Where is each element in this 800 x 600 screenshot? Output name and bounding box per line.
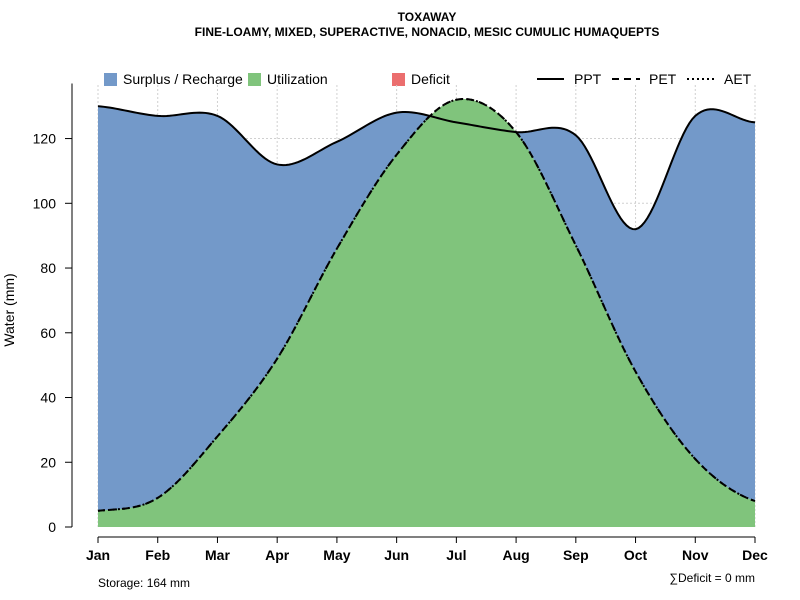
x-tick-label: Oct <box>624 547 648 563</box>
x-tick-label: Aug <box>502 547 529 563</box>
legend-swatch-deficit <box>392 73 405 86</box>
legend-label-surplus: Surplus / Recharge <box>123 71 243 87</box>
y-tick-label: 100 <box>33 195 57 211</box>
x-tick-label: Sep <box>563 547 589 563</box>
y-tick-label: 60 <box>40 325 56 341</box>
deficit-annotation: ∑Deficit = 0 mm <box>669 571 755 585</box>
legend-swatch-utilization <box>248 73 261 86</box>
axes: 0 20 40 60 80 100 120 Jan Feb Mar Apr May Jun Jul Aug S… <box>33 83 768 563</box>
legend-label-aet: AET <box>724 71 752 87</box>
chart-title: TOXAWAY <box>398 10 457 24</box>
x-tick-label: Mar <box>205 547 230 563</box>
y-axis-label: Water (mm) <box>1 273 17 346</box>
legend-label-utilization: Utilization <box>267 71 328 87</box>
series-lines <box>97 98 756 512</box>
x-tick-label: Jan <box>86 547 110 563</box>
series-pet-line <box>97 98 756 512</box>
chart-subtitle: FINE-LOAMY, MIXED, SUPERACTIVE, NONACID,… <box>195 25 660 39</box>
legend: Surplus / Recharge Utilization Deficit P… <box>104 71 752 87</box>
legend-swatch-surplus <box>104 73 117 86</box>
x-tick-label: Jul <box>446 547 466 563</box>
y-tick-label: 0 <box>48 519 56 535</box>
x-tick-label: Jun <box>384 547 409 563</box>
x-tick-label: Nov <box>682 547 709 563</box>
plot-areas <box>98 99 755 527</box>
y-tick-label: 20 <box>40 454 56 470</box>
utilization-area <box>98 99 755 527</box>
x-tick-label: May <box>323 547 350 563</box>
legend-label-deficit: Deficit <box>411 71 450 87</box>
legend-label-ppt: PPT <box>574 71 602 87</box>
y-tick-label: 120 <box>33 131 57 147</box>
series-ppt-line <box>97 105 756 231</box>
x-tick-label: Apr <box>265 547 290 563</box>
legend-label-pet: PET <box>649 71 677 87</box>
x-tick-label: Feb <box>145 547 170 563</box>
y-tick-label: 40 <box>40 390 56 406</box>
x-tick-label: Dec <box>742 547 768 563</box>
storage-annotation: Storage: 164 mm <box>98 576 190 590</box>
y-tick-label: 80 <box>40 260 56 276</box>
